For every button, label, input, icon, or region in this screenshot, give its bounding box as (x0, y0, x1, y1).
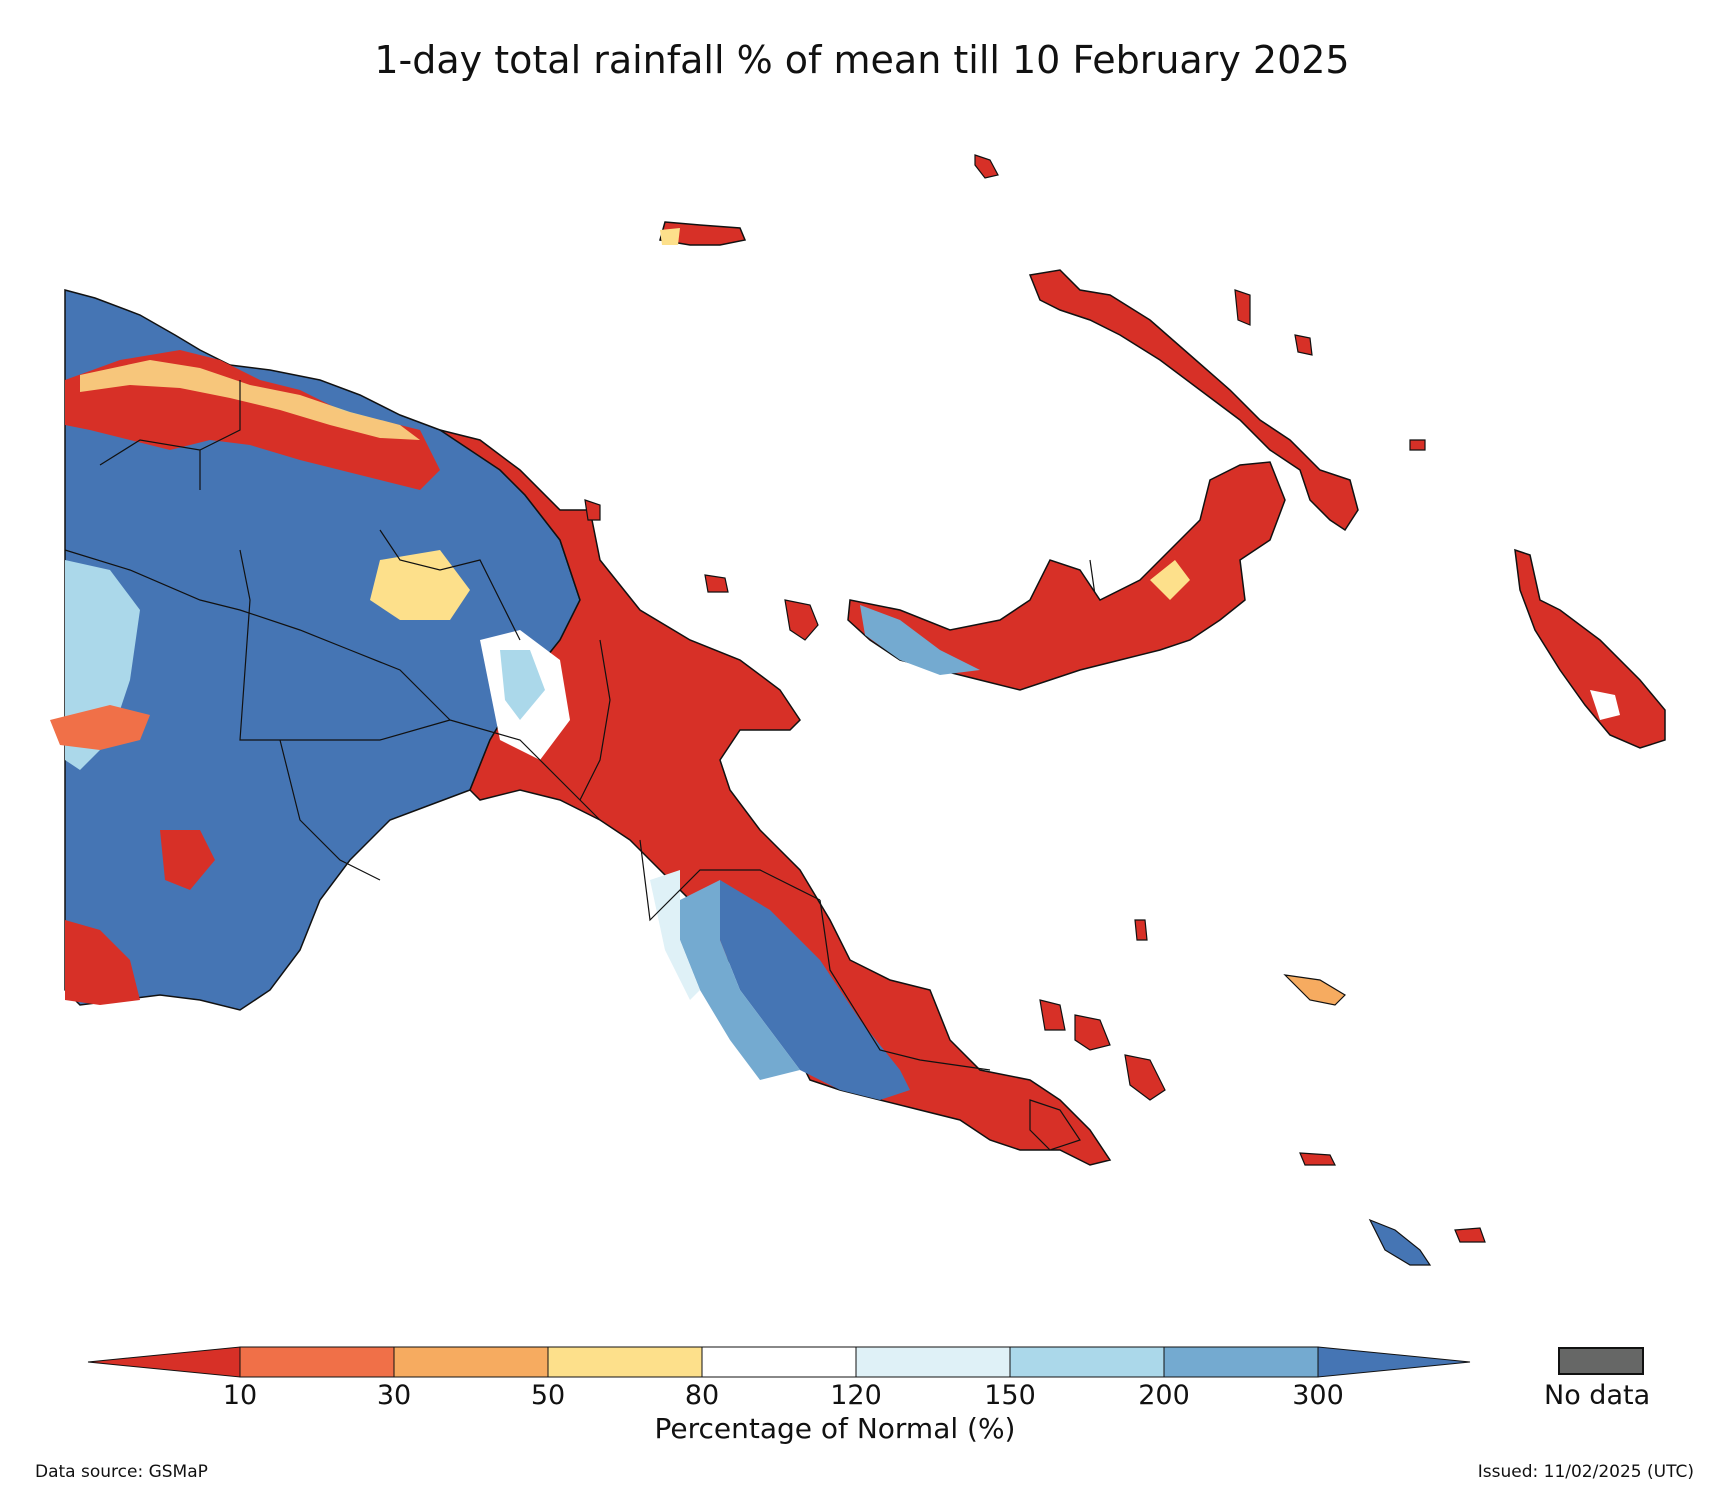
colorbar-tick-30: 30 (376, 1380, 412, 1411)
north-coast-yellow-band (80, 360, 420, 440)
colorbar-segment-gt300 (1317, 1346, 1471, 1378)
province-boundaries (64, 380, 1141, 1071)
colorbar-tick-10: 10 (222, 1380, 258, 1411)
colorbar-tick-200: 200 (1138, 1380, 1190, 1411)
colorbar-segment-120-150 (855, 1346, 1011, 1378)
rainfall-map (50, 154, 1666, 1266)
colorbar-tick-150: 150 (984, 1380, 1036, 1411)
data-source: Data source: GSMaP (35, 1462, 208, 1482)
colorbar-segment-50-80 (547, 1346, 703, 1378)
southwest-dry-patch (65, 920, 140, 1005)
small-islands (584, 154, 1486, 1266)
colorbar-tick-300: 300 (1292, 1380, 1344, 1411)
colorbar-tick-120: 120 (830, 1380, 882, 1411)
issued-date: Issued: 11/02/2025 (UTC) (1477, 1462, 1694, 1482)
southeast-wet-band (720, 880, 910, 1100)
southeast-lightblue-band (680, 880, 800, 1080)
mainland-east-region (439, 429, 1112, 1166)
manus-yellow-tip (660, 228, 680, 245)
colorbar-label: Percentage of Normal (%) (654, 1412, 1016, 1445)
highlands-yellow-patch (370, 550, 470, 620)
southeast-pale-band (650, 870, 700, 1000)
colorbar-tick-80: 80 (684, 1380, 720, 1411)
colorbar-segment-80-120 (701, 1346, 857, 1378)
bougainville (1514, 548, 1666, 749)
highlands-lightblue-patch (500, 650, 545, 720)
colorbar-tick-50: 50 (530, 1380, 566, 1411)
new-britain-yellow-patch (1150, 560, 1190, 600)
bougainville-white-patch (1590, 690, 1620, 720)
no-data-swatch (1558, 1347, 1644, 1375)
map-title: 1-day total rainfall % of mean till 10 F… (374, 38, 1350, 82)
colorbar-segment-lt10 (87, 1346, 241, 1378)
colorbar-segment-30-50 (393, 1346, 549, 1378)
new-ireland (1028, 269, 1359, 532)
colorbar-segment-200-300 (1163, 1346, 1319, 1378)
colorbar-segment-150-200 (1009, 1346, 1165, 1378)
no-data-label: No data (1544, 1380, 1651, 1411)
west-mid-dry-band (50, 705, 150, 750)
fly-river-dry-patch (160, 830, 215, 890)
colorbar-segment-10-30 (239, 1346, 395, 1378)
new-britain (847, 461, 1286, 691)
new-britain-west-wet-patch (860, 605, 980, 675)
